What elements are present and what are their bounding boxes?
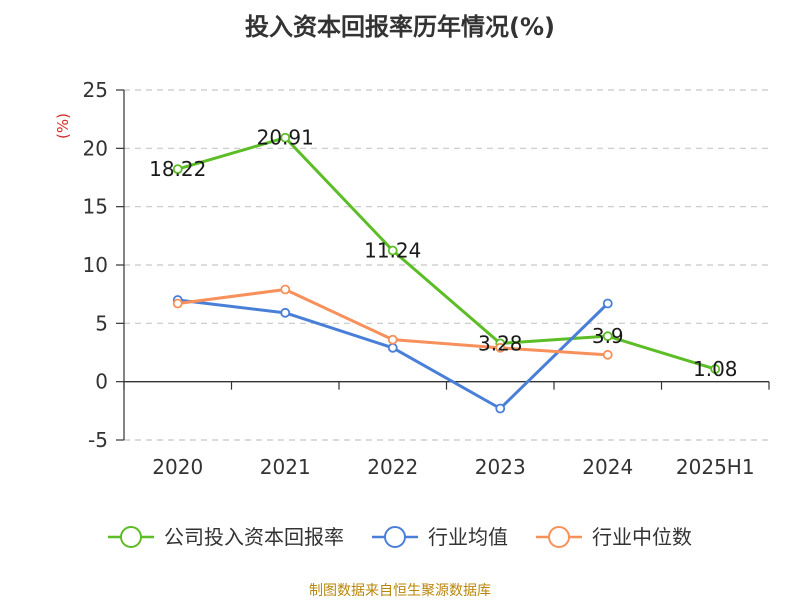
data-label: 1.08 <box>693 357 738 381</box>
data-labels: 18.22 20.91 11.24 3.28 3.9 1.08 <box>149 126 737 381</box>
legend-item: 公司投入资本回报率 <box>108 525 344 549</box>
data-point <box>280 284 291 295</box>
x-tick-label: 2024 <box>582 455 633 479</box>
legend-label: 行业均值 <box>428 525 508 549</box>
data-label: 3.9 <box>592 324 624 348</box>
data-label: 20.91 <box>257 126 314 150</box>
source-note: 制图数据来自恒生聚源数据库 <box>309 583 491 599</box>
data-point <box>280 132 291 143</box>
data-point <box>172 164 183 175</box>
legend-label: 公司投入资本回报率 <box>164 525 344 549</box>
chart-title: 投入资本回报率历年情况(%) <box>245 13 555 41</box>
legend-marker-icon <box>384 526 406 548</box>
data-point <box>602 298 613 309</box>
y-tick-label: 5 <box>95 311 108 335</box>
legend-item: 行业中位数 <box>536 525 692 549</box>
data-point <box>710 364 721 374</box>
data-label: 3.28 <box>478 331 523 355</box>
data-point <box>495 342 506 353</box>
data-point <box>387 334 398 345</box>
y-tick-label: 15 <box>83 195 108 219</box>
series-line-0 <box>176 136 717 371</box>
x-tick-label: 2025H1 <box>676 455 755 479</box>
x-tick-label: 2023 <box>475 455 526 479</box>
legend-label: 行业中位数 <box>592 525 692 549</box>
data-point <box>495 403 506 414</box>
legend-marker-icon <box>548 526 570 548</box>
series-line-1 <box>176 298 610 410</box>
data-label: 11.24 <box>364 239 421 263</box>
data-point <box>387 245 398 256</box>
y-axis-unit-label: (%) <box>54 113 72 139</box>
series-lines <box>172 132 721 414</box>
axes: -5 0 5 10 15 20 25 2020 2021 2022 2023 2024 2025H1 <box>83 78 770 479</box>
legend-item: 行业均值 <box>372 525 508 549</box>
data-point <box>602 331 613 342</box>
x-tick-label: 2021 <box>260 455 311 479</box>
gridlines <box>124 89 769 441</box>
y-tick-label: -5 <box>88 428 108 452</box>
legend-marker-icon <box>120 526 142 548</box>
data-point <box>387 342 398 353</box>
data-label: 18.22 <box>149 157 206 181</box>
legend: 公司投入资本回报率 行业均值 行业中位数 <box>108 525 692 549</box>
y-tick-label: 25 <box>83 78 108 102</box>
y-tick-label: 10 <box>83 253 108 277</box>
x-tick-label: 2020 <box>152 455 203 479</box>
data-point <box>602 349 613 360</box>
y-tick-label: 0 <box>95 370 108 394</box>
data-point <box>172 298 183 309</box>
data-point <box>280 307 291 318</box>
x-tick-label: 2022 <box>367 455 418 479</box>
y-tick-label: 20 <box>83 136 108 160</box>
